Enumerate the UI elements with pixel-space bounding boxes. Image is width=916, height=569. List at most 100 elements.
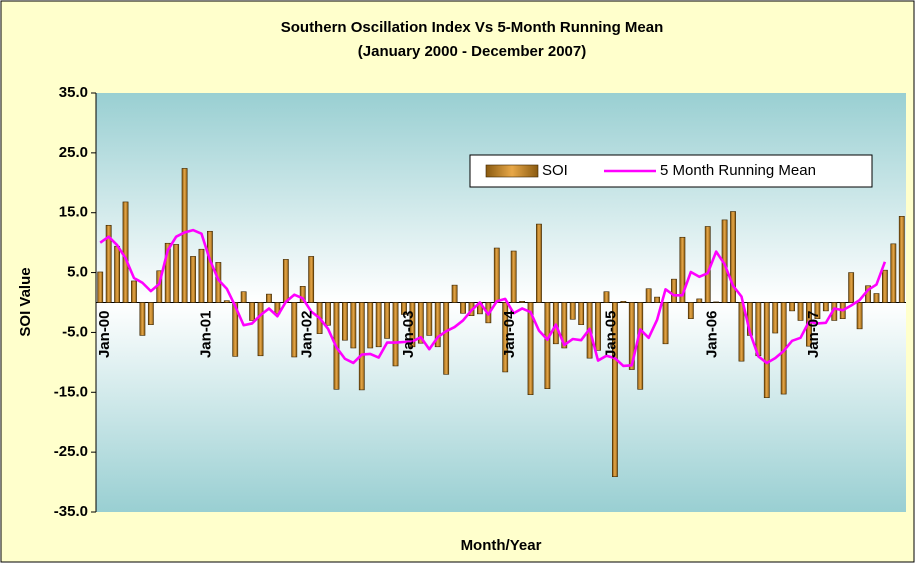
- legend-label: 5 Month Running Mean: [660, 162, 816, 179]
- chart-title: Southern Oscillation Index Vs 5-Month Ru…: [281, 19, 664, 36]
- bar: [738, 302, 745, 362]
- bar: [350, 302, 357, 349]
- bar: [544, 302, 551, 389]
- bar: [266, 293, 272, 303]
- bar: [451, 284, 458, 303]
- x-tick-label: Jan-00: [96, 311, 113, 359]
- bar: [375, 302, 382, 348]
- bar: [679, 236, 686, 303]
- bar: [173, 244, 180, 303]
- bar: [122, 201, 129, 303]
- bar: [687, 302, 694, 319]
- bar: [569, 302, 576, 320]
- bar: [392, 302, 399, 367]
- bar: [814, 302, 821, 319]
- bar: [519, 301, 525, 303]
- plot-layer: -35.0 -25.0 -15.0 -5.0 5.0 15.0 25.0 35.0 Jan-00…: [54, 84, 906, 520]
- bar: [696, 298, 703, 303]
- bar: [105, 224, 112, 303]
- bar: [510, 250, 517, 303]
- bar: [763, 302, 770, 398]
- legend: SOI 5 Month Running Mean: [469, 154, 873, 188]
- y-tick-label: 5.0: [67, 264, 88, 281]
- bar: [299, 286, 306, 303]
- bar: [561, 302, 568, 349]
- bar: [578, 302, 585, 325]
- y-tick-label: 25.0: [59, 144, 88, 161]
- running-mean-line: [99, 228, 887, 368]
- y-axis-title: SOI Value: [17, 267, 34, 336]
- bar: [97, 271, 104, 303]
- x-axis-title: Month/Year: [461, 537, 542, 554]
- bar: [882, 269, 888, 303]
- bar: [628, 302, 635, 370]
- bar: [223, 300, 230, 303]
- bar: [190, 256, 196, 303]
- bar: [856, 302, 863, 330]
- y-tick-label: 15.0: [59, 204, 88, 221]
- x-tick-label: Jan-03: [400, 311, 417, 359]
- bar: [536, 223, 542, 303]
- bar: [367, 302, 374, 349]
- bar: [873, 293, 880, 303]
- y-tick-label: -15.0: [54, 383, 88, 400]
- bar: [249, 302, 255, 321]
- bar: [434, 302, 441, 348]
- x-tick-label: Jan-07: [805, 311, 822, 359]
- bar: [325, 302, 331, 326]
- bar: [358, 302, 365, 391]
- bar: [654, 296, 660, 303]
- x-tick-label: Jan-01: [197, 311, 214, 359]
- y-tick-label: -5.0: [62, 323, 88, 340]
- bar: [789, 302, 795, 312]
- bar: [240, 291, 247, 303]
- bar: [131, 280, 137, 303]
- bar: [139, 302, 146, 336]
- bar: [291, 302, 298, 358]
- bar: [730, 211, 736, 303]
- y-tick-label: -35.0: [54, 503, 88, 520]
- bar: [147, 302, 154, 325]
- bar: [595, 302, 601, 351]
- bar: [493, 247, 500, 303]
- bar: [282, 259, 289, 303]
- bar: [257, 302, 264, 357]
- bar: [772, 302, 779, 334]
- bar: [704, 226, 711, 303]
- bar: [342, 302, 348, 341]
- chart-subtitle: (January 2000 - December 2007): [358, 43, 586, 60]
- bar: [797, 302, 804, 321]
- bar: [198, 248, 205, 303]
- bar: [417, 302, 424, 344]
- y-tick-label: 35.0: [59, 84, 88, 101]
- legend-label: SOI: [542, 162, 568, 179]
- bar: [552, 302, 559, 345]
- bar: [645, 288, 652, 303]
- bar: [848, 272, 855, 303]
- bar: [898, 216, 905, 303]
- bar: [443, 302, 450, 375]
- bar: [181, 168, 188, 303]
- x-tick-label: Jan-02: [299, 311, 316, 359]
- bar: [401, 302, 407, 315]
- bar: [637, 302, 644, 390]
- bar: [671, 278, 677, 303]
- bar: [620, 301, 627, 303]
- bar: [114, 245, 120, 303]
- y-tick-label: -25.0: [54, 443, 88, 460]
- bar: [426, 302, 433, 336]
- bar: [308, 256, 315, 303]
- x-tick-label: Jan-05: [602, 311, 619, 359]
- bar: [713, 301, 720, 303]
- bar: [384, 302, 390, 339]
- bar: [527, 302, 534, 395]
- bar: [890, 243, 897, 303]
- bar: [612, 302, 618, 477]
- bar: [662, 302, 669, 345]
- bar: [603, 291, 610, 303]
- bar: [460, 302, 466, 314]
- bar: [822, 302, 829, 312]
- bar: [164, 242, 171, 303]
- bar: [502, 302, 509, 373]
